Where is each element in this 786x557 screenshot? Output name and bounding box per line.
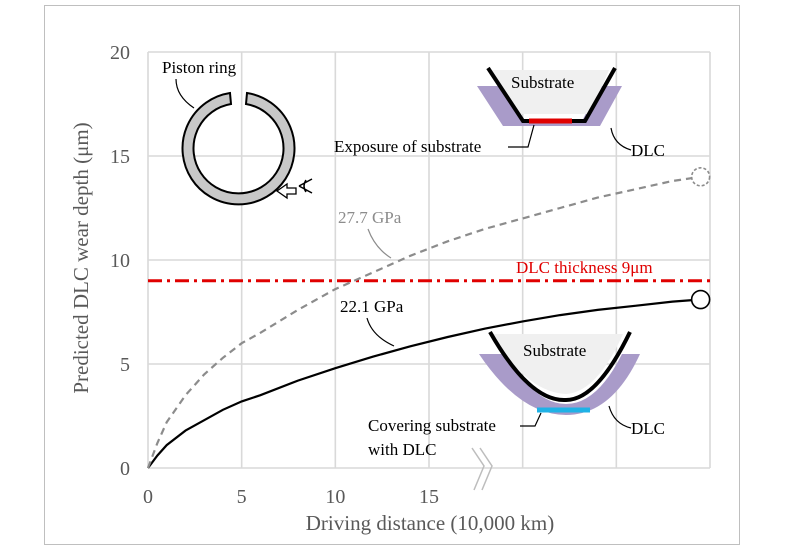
dlc-leader-bottom bbox=[608, 405, 632, 429]
substrate-bottom bbox=[492, 334, 623, 394]
figure-frame bbox=[44, 5, 740, 545]
covering-leader bbox=[520, 412, 542, 427]
dlc-label-top: DLC bbox=[631, 141, 665, 160]
x-tick-label: 10 bbox=[325, 486, 345, 508]
substrate-label-top: Substrate bbox=[511, 73, 574, 92]
y-tick-label: 15 bbox=[110, 146, 130, 168]
piston-ring-label: Piston ring bbox=[162, 58, 237, 77]
piston-ring-icon bbox=[181, 91, 296, 206]
series-label-22-1-leader bbox=[366, 317, 395, 347]
covering-inset: Substrate Covering substrate with DLC DL… bbox=[368, 331, 665, 459]
substrate-label-bottom: Substrate bbox=[523, 341, 586, 360]
view-arrow-icon bbox=[275, 182, 297, 200]
exposure-inset: Substrate Exposure of substrate DLC bbox=[334, 66, 665, 160]
series-group bbox=[146, 167, 711, 469]
tick-labels: 0 5 10 15 0 5 10 15 20 bbox=[110, 42, 439, 508]
reference-line-label: DLC thickness 9μm bbox=[516, 258, 653, 277]
series-label-27-7: 27.7 GPa bbox=[338, 208, 402, 227]
x-tick-label: 0 bbox=[143, 486, 153, 508]
x-tick-label: 5 bbox=[237, 486, 247, 508]
y-axis-title: Predicted DLC wear depth (μm) bbox=[69, 122, 93, 393]
covering-label-line1: Covering substrate bbox=[368, 416, 496, 435]
y-tick-label: 20 bbox=[110, 42, 130, 64]
y-tick-label: 5 bbox=[120, 354, 130, 376]
exposure-label: Exposure of substrate bbox=[334, 137, 481, 156]
dlc-leader-top bbox=[610, 127, 632, 151]
series-line-1 bbox=[146, 175, 701, 469]
series-end-marker-1 bbox=[690, 167, 711, 187]
series-label-27-7-leader bbox=[367, 228, 392, 259]
x-axis-break bbox=[471, 447, 493, 491]
series-end-marker-0 bbox=[690, 289, 711, 310]
x-tick-label: 15 bbox=[419, 486, 439, 508]
piston-ring-inset: Piston ring bbox=[162, 58, 313, 206]
covering-label-line2: with DLC bbox=[368, 440, 436, 459]
eye-icon bbox=[298, 178, 313, 194]
series-line-0 bbox=[147, 298, 701, 469]
dlc-layer-bottom bbox=[479, 354, 640, 415]
y-tick-label: 0 bbox=[120, 458, 130, 480]
series-label-22-1: 22.1 GPa bbox=[340, 297, 404, 316]
y-tick-label: 10 bbox=[110, 250, 130, 272]
substrate-outline-bottom bbox=[488, 331, 632, 403]
piston-ring-leader bbox=[175, 78, 195, 109]
x-axis-title: Driving distance (10,000 km) bbox=[306, 511, 554, 535]
dlc-label-bottom: DLC bbox=[631, 419, 665, 438]
substrate-top bbox=[491, 70, 609, 114]
exposure-leader bbox=[508, 124, 535, 148]
